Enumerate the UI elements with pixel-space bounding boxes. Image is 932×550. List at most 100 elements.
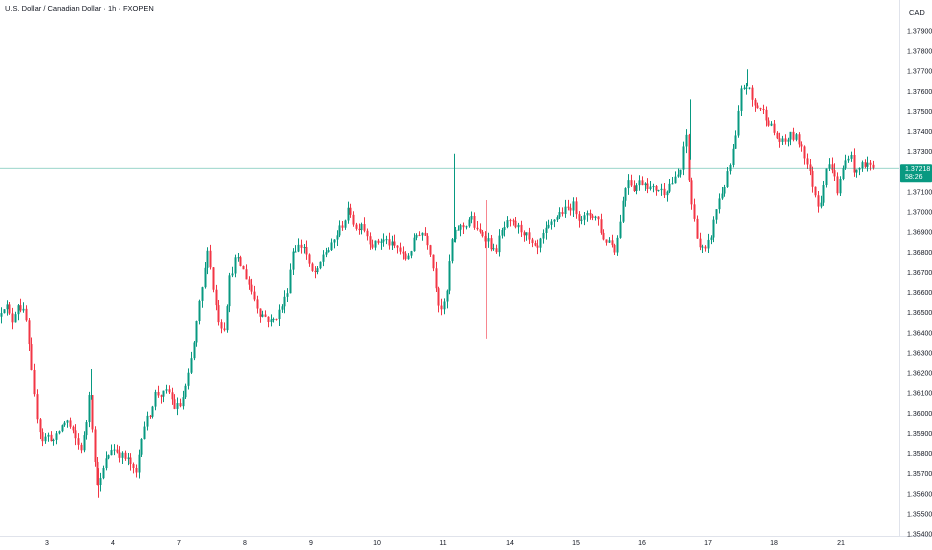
candle-body — [83, 435, 86, 451]
candle-body — [44, 436, 47, 442]
candle-body — [242, 265, 245, 270]
candle-body — [589, 213, 592, 216]
candle-body — [85, 422, 88, 436]
candle-body — [336, 235, 339, 240]
candle-body — [338, 225, 341, 236]
candle-body — [165, 389, 168, 391]
candle-body — [149, 415, 152, 417]
candle-body — [58, 431, 61, 434]
candle-body — [333, 239, 336, 243]
candle-body — [212, 267, 215, 290]
candle-body — [468, 219, 471, 227]
candle-body — [429, 245, 432, 255]
candle-body — [561, 212, 564, 215]
candle-body — [250, 284, 253, 292]
candle-body — [209, 250, 212, 268]
candle-body — [300, 244, 303, 248]
candle-body — [399, 247, 402, 252]
candle-body — [649, 186, 652, 190]
candle-body — [619, 221, 622, 238]
candle-body — [451, 239, 454, 262]
y-tick-label: 1.36400 — [907, 330, 932, 337]
candle-body — [858, 168, 861, 170]
candle-body — [377, 240, 380, 243]
candle-body — [256, 299, 259, 309]
candle-body — [718, 198, 721, 210]
candle-body — [330, 242, 333, 251]
candle-body — [501, 230, 504, 236]
candle-body — [278, 309, 281, 320]
candle-body — [745, 87, 748, 89]
candle-body — [567, 206, 570, 208]
candles — [0, 83, 875, 492]
y-tick-label: 1.37400 — [907, 129, 932, 136]
candle-body — [778, 138, 781, 142]
candle-body — [638, 180, 641, 186]
candle-body — [490, 238, 493, 250]
candle-body — [781, 138, 784, 142]
candle-body — [539, 238, 542, 248]
candle-body — [806, 158, 809, 165]
symbol-title[interactable]: U.S. Dollar / Canadian Dollar · 1h · FXO… — [5, 4, 154, 13]
y-tick-label: 1.35700 — [907, 471, 932, 478]
candle-body — [228, 275, 231, 307]
candle-body — [118, 452, 121, 458]
candle-body — [811, 171, 814, 187]
candle-body — [655, 186, 658, 191]
y-tick-label: 1.37300 — [907, 149, 932, 156]
candle-body — [641, 180, 644, 186]
candle-body — [597, 216, 600, 220]
candle-body — [448, 261, 451, 291]
candle-body — [600, 219, 603, 233]
candle-body — [847, 158, 850, 161]
candle-body — [556, 217, 559, 220]
candle-body — [470, 215, 473, 220]
candle-body — [308, 254, 311, 264]
candle-body — [0, 313, 3, 317]
candle-body — [325, 252, 328, 255]
candle-body — [140, 439, 143, 455]
candle-body — [435, 268, 438, 289]
candle-body — [206, 250, 209, 268]
candle-body — [605, 239, 608, 243]
candle-body — [712, 219, 715, 238]
candle-body — [305, 247, 308, 255]
candle-body — [534, 243, 537, 246]
candle-body — [355, 224, 358, 229]
x-tick-label: 3 — [45, 540, 49, 547]
candle-body — [99, 478, 102, 485]
candle-body — [264, 314, 267, 317]
x-tick-label: 7 — [177, 540, 181, 547]
candle-body — [657, 190, 660, 192]
x-tick-label: 10 — [373, 540, 381, 547]
candle-body — [39, 419, 42, 433]
candle-body — [437, 288, 440, 306]
candle-body — [754, 99, 757, 106]
candle-body — [580, 219, 583, 221]
candle-body — [844, 160, 847, 169]
candle-body — [286, 293, 289, 297]
candle-body — [66, 420, 69, 423]
candle-body — [36, 394, 39, 420]
candle-body — [699, 238, 702, 248]
y-tick-label: 1.36900 — [907, 230, 932, 237]
candle-body — [124, 452, 127, 459]
candle-body — [855, 169, 858, 173]
candle-body — [723, 187, 726, 194]
candle-body — [322, 254, 325, 262]
candle-body — [542, 232, 545, 239]
candle-body — [22, 308, 25, 311]
candle-body — [822, 184, 825, 203]
candle-body — [129, 457, 132, 465]
candle-body — [220, 322, 223, 329]
candle-body — [52, 439, 55, 442]
y-tick-label: 1.37700 — [907, 69, 932, 76]
candle-body — [762, 109, 765, 111]
candle-body — [740, 88, 743, 111]
candle-body — [481, 231, 484, 237]
candle-body — [850, 155, 853, 159]
candle-body — [633, 185, 636, 191]
currency-label[interactable]: CAD — [909, 8, 925, 17]
candle-body — [396, 245, 399, 248]
